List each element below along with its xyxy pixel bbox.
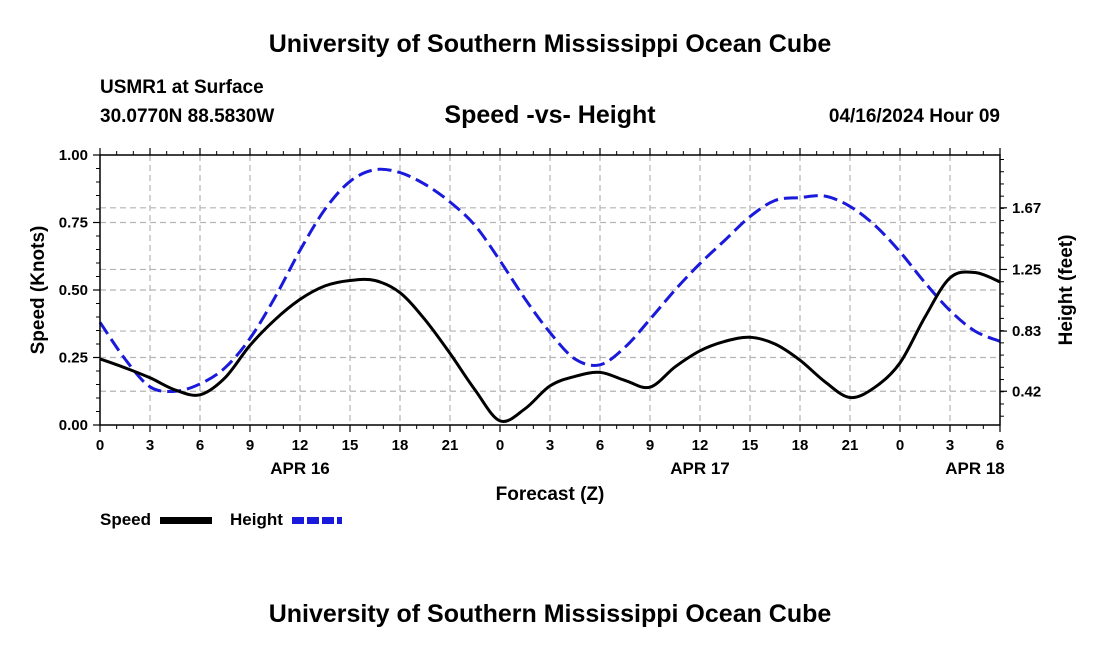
chart-title: Speed -vs- Height [444, 101, 656, 129]
date-label: APR 16 [270, 459, 330, 478]
x-tick-label: 9 [246, 437, 254, 454]
series-line-speed [99, 270, 1001, 424]
x-tick-label: 18 [792, 437, 809, 454]
x-tick-label: 15 [342, 437, 359, 454]
x-tick-label: 3 [546, 437, 554, 454]
series-lines [98, 167, 1001, 424]
series-line-height [98, 167, 1001, 394]
x-tick-label: 12 [692, 437, 709, 454]
x-tick-label: 21 [842, 437, 859, 454]
axis-labels: 0 3 6 9 12 15 18 21 0 3 6 9 12 15 18 21 0 3 6 APR 16 APR 17 A… [59, 147, 1041, 478]
x-tick-label: 12 [292, 437, 309, 454]
x-tick-label: 0 [96, 437, 104, 454]
legend-speed-label: Speed [100, 510, 152, 529]
x-tick-label: 3 [946, 437, 954, 454]
y-axis-left-title: Speed (Knots) [28, 226, 49, 355]
x-tick-label: 3 [146, 437, 154, 454]
forecast-datetime: 04/16/2024 Hour 09 [828, 106, 1000, 127]
legend-height-swatch [292, 517, 342, 524]
date-label: APR 17 [670, 459, 730, 478]
x-tick-label: 0 [496, 437, 504, 454]
x-axis-title: Forecast (Z) [496, 484, 605, 505]
x-tick-label: 21 [442, 437, 459, 454]
y-right-tick-label: 0.83 [1012, 323, 1041, 340]
station-name: USMR1 at Surface [100, 77, 264, 98]
y-right-tick-label: 1.67 [1012, 200, 1041, 217]
y-left-tick-label: 0.25 [59, 350, 88, 367]
x-tick-label: 6 [596, 437, 604, 454]
x-tick-label: 0 [896, 437, 904, 454]
page-title: University of Southern Mississippi Ocean… [268, 30, 832, 58]
footer-title: University of Southern Mississippi Ocean… [268, 600, 832, 628]
date-label: APR 18 [945, 459, 1005, 478]
x-tick-label: 9 [646, 437, 654, 454]
x-tick-label: 6 [196, 437, 204, 454]
y-left-tick-label: 0.75 [59, 215, 88, 232]
axis-ticks [93, 148, 1007, 432]
legend-speed-swatch [160, 517, 212, 524]
x-tick-label: 15 [742, 437, 759, 454]
station-coords: 30.0770N 88.5830W [100, 106, 275, 127]
y-left-tick-label: 0.50 [59, 282, 88, 299]
grid-lines [100, 155, 1000, 425]
speed-height-chart: 0 3 6 9 12 15 18 21 0 3 6 9 12 15 18 21 0 3 6 APR 16 APR 17 A… [28, 147, 1077, 505]
x-tick-label: 6 [996, 437, 1004, 454]
y-right-tick-label: 0.42 [1012, 383, 1041, 400]
x-tick-label: 18 [392, 437, 409, 454]
legend-height-label: Height [230, 510, 283, 529]
y-right-tick-label: 1.25 [1012, 261, 1041, 278]
y-left-tick-label: 1.00 [59, 147, 88, 164]
y-axis-right-title: Height (feet) [1056, 235, 1077, 346]
y-left-tick-label: 0.00 [59, 417, 88, 434]
